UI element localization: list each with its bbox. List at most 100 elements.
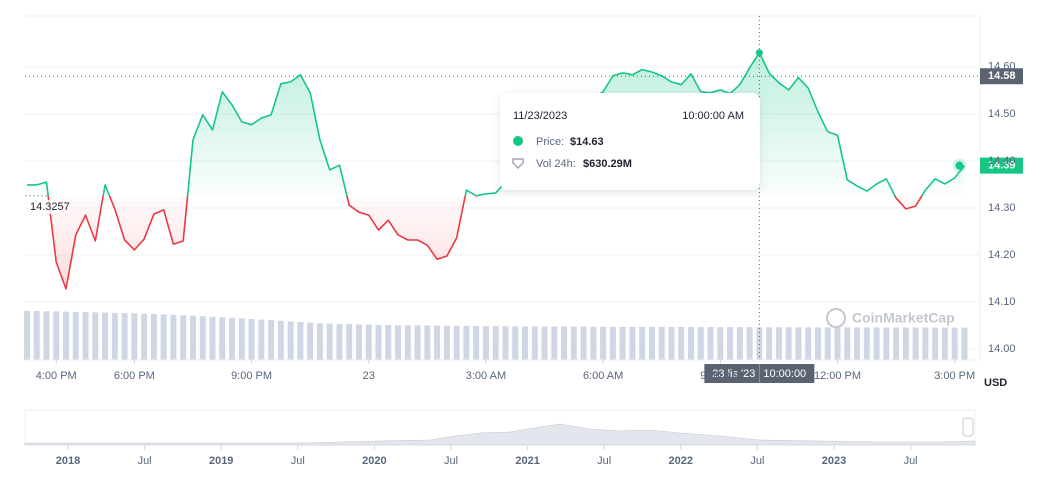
- volume-bar: [434, 325, 441, 360]
- x-tick-label: 9:00 PM: [231, 370, 272, 382]
- volume-bar: [453, 325, 460, 360]
- baseline-label-bg: [27, 199, 59, 214]
- volume-bar: [688, 327, 695, 360]
- volume-bar: [912, 327, 919, 360]
- volume-bar: [33, 311, 40, 360]
- volume-bar: [531, 326, 538, 360]
- volume-bar: [297, 322, 304, 360]
- y-tick-label: 14.10: [988, 296, 1016, 308]
- volume-bar: [775, 327, 782, 360]
- last-price-label: 14.39: [988, 160, 1016, 172]
- navigator-area: [24, 423, 976, 446]
- volume-bar: [102, 312, 109, 360]
- y-tick-label: 14.30: [988, 202, 1016, 214]
- volume-bar: [414, 325, 421, 360]
- volume-bar: [82, 312, 89, 360]
- navigator-tick-label: Jul: [138, 455, 152, 467]
- volume-bar: [766, 327, 773, 360]
- volume-bar: [609, 326, 616, 360]
- y-tick-label: 14.50: [988, 108, 1016, 120]
- volume-bar: [561, 326, 568, 360]
- tooltip-volume: $630.29M: [583, 158, 632, 170]
- volume-bar: [63, 311, 70, 360]
- x-tick-label: 12:00 PM: [814, 370, 861, 382]
- volume-bar: [404, 325, 411, 360]
- volume-bar: [658, 326, 665, 360]
- volume-bar: [824, 327, 831, 360]
- volume-bar: [355, 324, 362, 360]
- navigator-handle[interactable]: [962, 417, 974, 437]
- volume-bar: [141, 313, 148, 360]
- volume-bar: [502, 326, 509, 360]
- volume-bar: [375, 324, 382, 360]
- volume-bar: [521, 326, 528, 360]
- volume-bar: [307, 322, 314, 360]
- volume-bar: [717, 327, 724, 360]
- volume-bar: [814, 327, 821, 360]
- volume-bar: [287, 321, 294, 360]
- volume-bar: [756, 327, 763, 360]
- volume-bar: [443, 325, 450, 360]
- navigator-tick-label: Jul: [597, 455, 611, 467]
- volume-bar: [902, 327, 909, 360]
- hover-point: [755, 49, 763, 57]
- tooltip-volume-label: Vol 24h:: [536, 158, 576, 170]
- volume-bar: [707, 327, 714, 360]
- volume-bar: [512, 326, 519, 360]
- volume-bar: [590, 326, 597, 360]
- volume-bar: [385, 325, 392, 360]
- volume-bar: [492, 326, 499, 360]
- price-line: [27, 51, 966, 290]
- price-area: [27, 52, 965, 289]
- volume-bar: [678, 327, 685, 360]
- tooltip-price-label: Price:: [536, 136, 564, 148]
- x-tick-label: 3:00 AM: [466, 370, 506, 382]
- volume-bar: [697, 327, 704, 360]
- x-tick-label: 6:00 AM: [583, 370, 623, 382]
- volume-bar: [844, 327, 851, 360]
- watermark-text: CoinMarketCap: [852, 310, 955, 326]
- volume-bar: [346, 324, 353, 360]
- navigator-tick-label: 2022: [669, 455, 693, 467]
- y-tick-label: 14.60: [988, 61, 1016, 73]
- volume-bar: [473, 326, 480, 360]
- volume-bar: [150, 314, 157, 360]
- x-tick-label: 4:00 PM: [36, 370, 77, 382]
- volume-bar: [883, 327, 890, 360]
- y-unit: USD: [984, 377, 1007, 389]
- volume-bar: [629, 326, 636, 360]
- x-tick-label: 6:00 PM: [114, 370, 155, 382]
- y-tick-label: 14.00: [988, 343, 1016, 355]
- volume-bar: [961, 327, 968, 360]
- volume-bar: [248, 318, 255, 360]
- volume-bar: [268, 320, 275, 360]
- volume-bar: [424, 325, 431, 360]
- volume-bar: [365, 324, 372, 360]
- last-point: [955, 161, 964, 170]
- navigator-tick-label: 2019: [209, 455, 233, 467]
- volume-bar: [277, 320, 284, 360]
- volume-bar: [639, 326, 646, 360]
- navigator-tick-label: Jul: [750, 455, 764, 467]
- volume-bar: [834, 327, 841, 360]
- navigator-tick-label: 2021: [515, 455, 539, 467]
- volume-bar: [72, 311, 79, 360]
- volume-bar: [932, 327, 939, 360]
- volume-bar: [170, 314, 177, 360]
- x-tick-label: 3:00 PM: [934, 370, 975, 382]
- volume-bar: [238, 318, 245, 360]
- volume-bar: [180, 315, 187, 360]
- volume-bar: [736, 327, 743, 360]
- volume-bar: [482, 326, 489, 360]
- volume-bar: [580, 326, 587, 360]
- navigator-tick-label: 2023: [822, 455, 846, 467]
- volume-bar: [326, 323, 333, 360]
- volume-bar: [551, 326, 558, 360]
- volume-bar: [541, 326, 548, 360]
- volume-bar: [600, 326, 607, 360]
- volume-bar: [873, 327, 880, 360]
- volume-bar: [854, 327, 861, 360]
- navigator-tick-label: Jul: [291, 455, 305, 467]
- volume-bar: [209, 316, 216, 360]
